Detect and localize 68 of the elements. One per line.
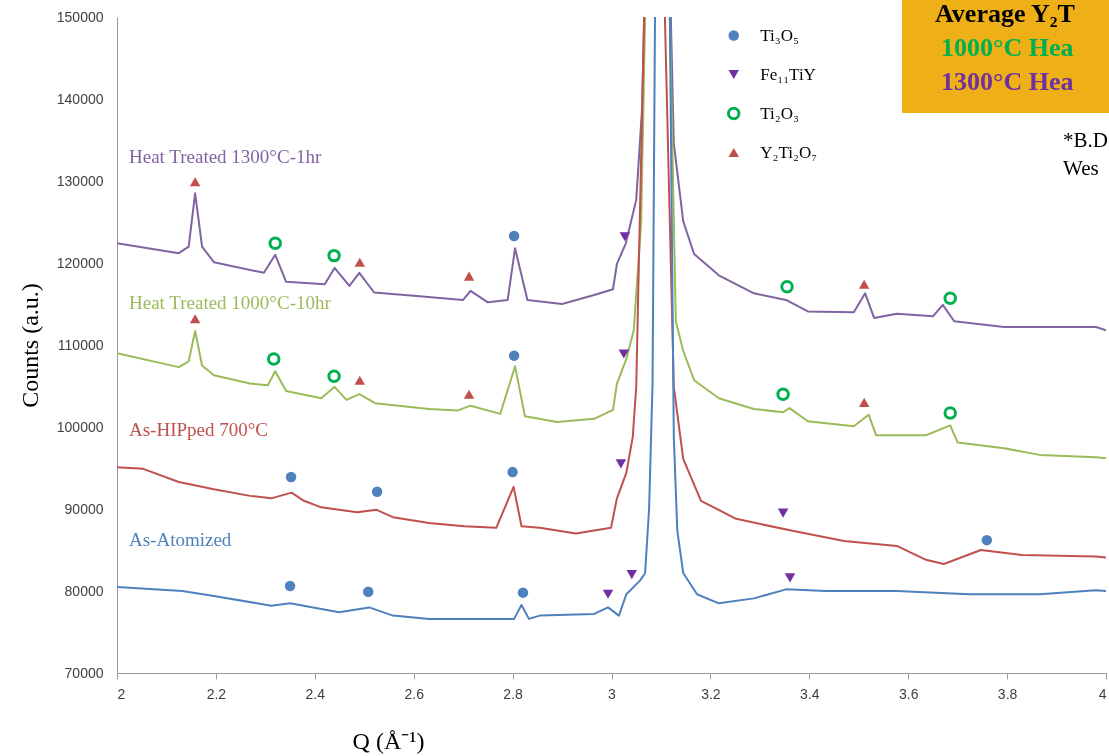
note-box: Average Y₂T 1000°C Hea 1300°C Hea <box>902 0 1109 113</box>
x-tick-label: 2.4 <box>305 685 326 702</box>
x-tick-label: 3 <box>608 685 617 702</box>
x-axis-title: Q (Å⁻¹) <box>352 727 425 754</box>
y-tick-label: 100000 <box>56 418 104 435</box>
legend-label: Ti₃O₅ <box>760 25 799 45</box>
y-axis-title: Counts (a.u.) <box>16 283 43 408</box>
point <box>508 230 520 242</box>
point <box>981 534 993 546</box>
point <box>858 279 870 289</box>
x-tick-label: 2 <box>117 685 126 702</box>
point <box>463 271 475 281</box>
text: Heat Treated 1300°C-1hr <box>129 146 322 168</box>
point <box>189 314 201 324</box>
point <box>507 466 518 478</box>
x-tick-label: 2.6 <box>404 685 425 702</box>
point <box>602 589 614 599</box>
point <box>284 580 296 592</box>
point <box>268 236 282 251</box>
point <box>780 280 794 294</box>
point <box>327 369 341 383</box>
series-label: As-Atomized <box>129 528 232 550</box>
point <box>517 587 529 598</box>
point <box>858 397 870 407</box>
point <box>618 349 630 359</box>
point <box>327 248 341 263</box>
y-tick-label: 120000 <box>56 254 104 271</box>
point <box>463 389 475 399</box>
x-tick-label: 3.4 <box>800 685 820 702</box>
text: Heat Treated 1000°C-10hr <box>129 292 332 314</box>
point <box>371 486 383 498</box>
legend-label: Y₂Ti₂O₇ <box>760 142 818 162</box>
point <box>285 471 297 483</box>
point <box>508 350 520 361</box>
series-label: As-HIPped 700°C <box>129 419 269 441</box>
point <box>354 375 366 385</box>
point <box>777 508 789 518</box>
point <box>362 586 374 598</box>
x-tick-label: 2.8 <box>503 685 524 702</box>
point <box>267 352 281 366</box>
x-tick-label: 3.2 <box>701 685 721 702</box>
x-tick-label: 4 <box>1098 685 1107 702</box>
point <box>615 459 627 469</box>
annotation: 1000°C Hea <box>941 33 1074 63</box>
point <box>943 291 957 305</box>
point <box>776 387 790 401</box>
x-tick-label: 3.6 <box>898 685 919 702</box>
legend-label: Ti₂O₃ <box>760 103 799 123</box>
legend-label: Fe₁₁TiY <box>760 64 816 84</box>
point <box>784 573 796 583</box>
point <box>189 177 201 187</box>
annotation: Wes <box>1063 156 1099 181</box>
y-tick-label: 70000 <box>64 664 104 681</box>
point <box>619 232 631 242</box>
y-tick-label: 130000 <box>56 172 104 189</box>
y-tick-label: 90000 <box>64 500 104 517</box>
annotation: Average Y₂T <box>935 0 1075 29</box>
y-tick-label: 80000 <box>64 582 104 599</box>
y-tick-label: 150000 <box>56 8 104 25</box>
point <box>943 406 957 420</box>
point <box>354 257 366 267</box>
y-tick-label: 140000 <box>56 90 104 107</box>
annotation: 1300°C Hea <box>941 67 1074 97</box>
x-tick-label: 3.8 <box>997 685 1018 702</box>
point <box>626 570 638 580</box>
y-tick-label: 110000 <box>57 336 104 353</box>
annotation: *B.D <box>1063 128 1108 153</box>
x-tick-label: 2.2 <box>206 685 227 702</box>
